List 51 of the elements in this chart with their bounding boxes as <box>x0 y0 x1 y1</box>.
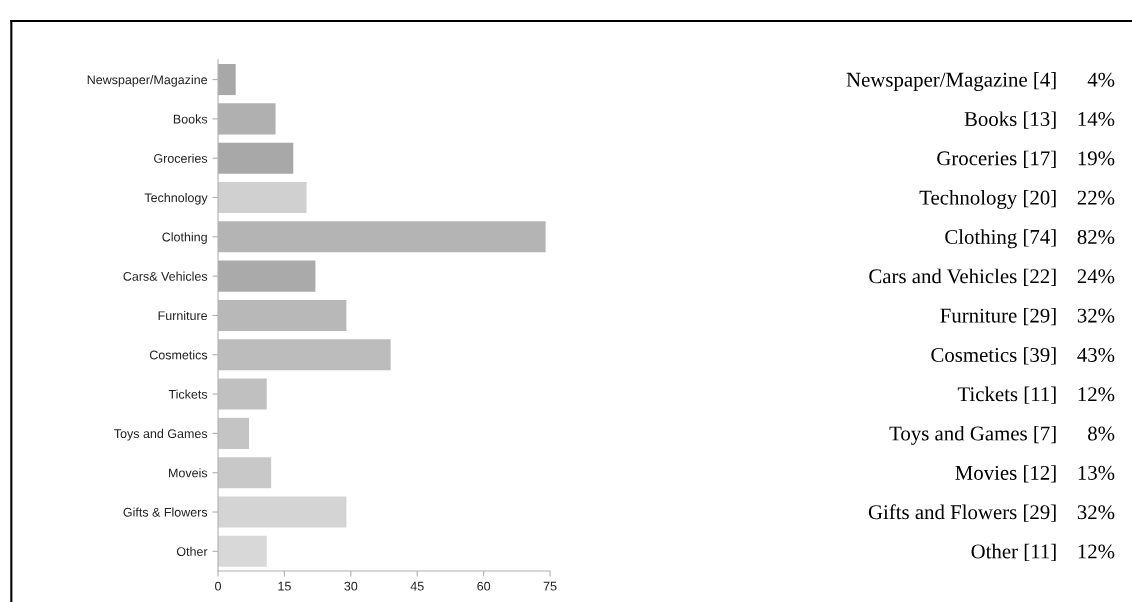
text: 24% <box>1077 269 1115 284</box>
bar <box>218 457 272 489</box>
x-tick-label: 60 <box>477 581 491 591</box>
x-tick-label: 45 <box>410 581 424 591</box>
text: 22% <box>1077 190 1115 205</box>
y-tick-label: Other <box>176 546 208 556</box>
text: 82% <box>1077 229 1115 245</box>
y-tick-label: Gifts & Flowers <box>123 507 208 517</box>
x-tick-label: 75 <box>543 581 557 591</box>
text: 32% <box>1077 505 1115 520</box>
y-tick-label: Cosmetics <box>149 350 208 360</box>
text: 12% <box>1078 387 1115 402</box>
text: 32% <box>1077 308 1115 323</box>
y-tick-label: Cars& Vehicles <box>123 271 208 281</box>
text: 13% <box>1078 465 1115 480</box>
y-tick-label: Technology <box>144 192 208 205</box>
bar <box>218 378 267 410</box>
text: Cars and Vehicles [22] <box>869 268 1056 286</box>
y-tick-label: Books <box>173 114 208 124</box>
bar <box>218 496 347 528</box>
text: Toys and Games [7] <box>889 425 1056 445</box>
text: 4% <box>1087 72 1115 87</box>
y-tick-label: Furniture <box>158 310 208 321</box>
text: Books [13] <box>964 111 1056 129</box>
text: 19% <box>1078 151 1115 166</box>
text: 14% <box>1078 111 1115 127</box>
text: Furniture [29] <box>940 307 1056 326</box>
x-tick-label: 30 <box>344 581 358 591</box>
text: Technology [20] <box>919 189 1056 209</box>
text: Tickets [11] <box>957 386 1056 404</box>
y-tick-label: Newspaper/Magazine <box>87 75 208 87</box>
text: 12% <box>1078 544 1115 559</box>
bar <box>218 535 267 567</box>
text: 8% <box>1088 426 1115 441</box>
y-tick-label: Toys and Games <box>114 428 208 441</box>
y-tick-label: Clothing <box>162 232 207 244</box>
y-tick-label: Groceries <box>154 153 208 163</box>
y-tick-label: Moveis <box>169 468 208 478</box>
text: Newspaper/Magazine [4] <box>846 72 1056 91</box>
x-tick-label: 0 <box>215 581 222 591</box>
y-tick-label: Tickets <box>168 389 208 399</box>
text: Clothing [74] <box>945 229 1056 249</box>
bar <box>218 417 250 449</box>
text: Gifts and Flowers [29] <box>868 504 1056 522</box>
bar <box>218 181 307 214</box>
x-tick-label: 15 <box>278 581 291 591</box>
text: Other [11] <box>971 543 1056 562</box>
text: Movies [12] <box>955 465 1056 483</box>
text: Cosmetics [39] <box>931 347 1056 365</box>
text: Groceries [17] <box>937 150 1056 168</box>
text: 43% <box>1077 347 1115 363</box>
